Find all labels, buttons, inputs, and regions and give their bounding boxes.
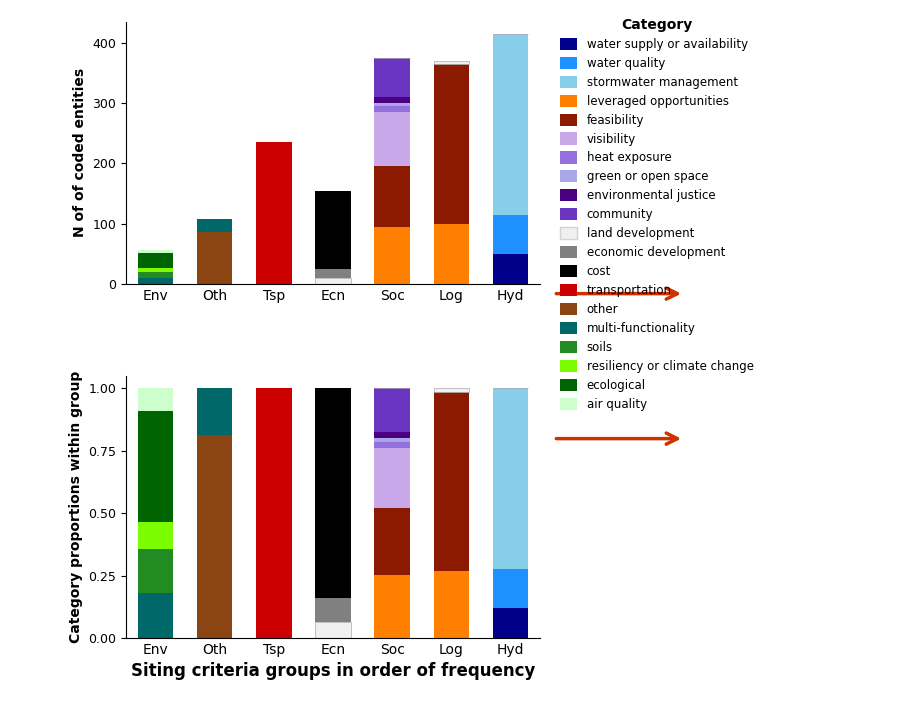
Bar [374, 448, 410, 508]
Y-axis label: N of of coded entities: N of of coded entities [73, 68, 86, 237]
Bar [138, 522, 174, 549]
Bar [256, 389, 292, 638]
Bar [374, 575, 410, 638]
Bar [374, 389, 410, 431]
Bar [197, 435, 232, 638]
Bar [315, 389, 351, 597]
Bar [315, 597, 351, 622]
Bar [138, 272, 174, 278]
Bar [138, 389, 174, 410]
Bar [138, 593, 174, 638]
Bar [315, 191, 351, 269]
Bar [434, 61, 469, 64]
Bar [492, 569, 528, 608]
Bar [374, 103, 410, 106]
Bar [492, 215, 528, 254]
Bar [197, 220, 232, 231]
Bar [374, 106, 410, 112]
Bar [138, 410, 174, 522]
Bar [492, 254, 528, 284]
Bar [138, 250, 174, 253]
Bar [138, 278, 174, 284]
Bar [197, 389, 232, 435]
Y-axis label: Category proportions within group: Category proportions within group [68, 370, 83, 643]
Bar [315, 269, 351, 278]
Bar [374, 508, 410, 575]
Bar [374, 227, 410, 284]
Bar [138, 549, 174, 593]
Bar [197, 231, 232, 284]
Bar [138, 268, 174, 272]
Bar [256, 142, 292, 284]
Bar [492, 389, 528, 569]
Bar [434, 392, 469, 571]
Bar [492, 34, 528, 215]
Bar [374, 58, 410, 97]
Bar [374, 167, 410, 227]
Bar [434, 389, 469, 392]
Bar [374, 97, 410, 103]
Legend: water supply or availability, water quality, stormwater management, leveraged op: water supply or availability, water qual… [555, 13, 759, 415]
Bar [374, 442, 410, 448]
Bar [434, 64, 469, 224]
Bar [315, 278, 351, 284]
Bar [434, 571, 469, 638]
Bar [374, 431, 410, 438]
Bar [434, 224, 469, 284]
Bar [315, 622, 351, 638]
Bar [374, 438, 410, 442]
Bar [492, 608, 528, 638]
X-axis label: Siting criteria groups in order of frequency: Siting criteria groups in order of frequ… [130, 663, 536, 681]
Bar [374, 112, 410, 167]
Bar [138, 253, 174, 268]
